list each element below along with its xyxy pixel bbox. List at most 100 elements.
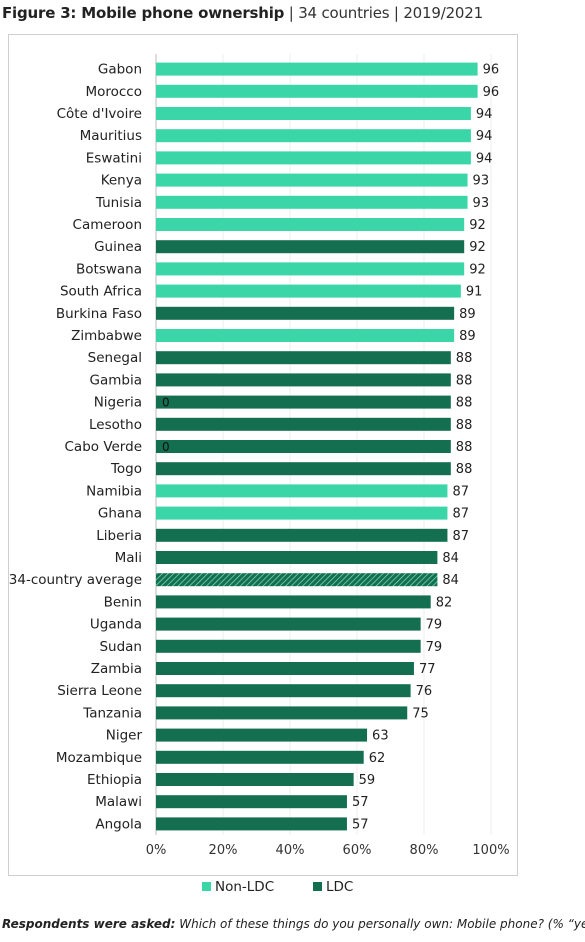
value-label: 89 [459, 307, 476, 322]
bar [156, 306, 455, 320]
category-label: Morocco [85, 84, 142, 100]
x-tick-label: 60% [343, 843, 372, 858]
value-label: 87 [452, 529, 469, 544]
bar [156, 440, 451, 453]
bar [156, 351, 451, 365]
footnote-label: Respondents were asked: [2, 917, 176, 931]
bar [156, 107, 471, 120]
value-label: 88 [456, 373, 473, 388]
category-label: Mozambique [56, 750, 142, 766]
value-label: 57 [352, 795, 369, 810]
bar [156, 573, 438, 587]
category-label: Botswana [76, 261, 142, 277]
value-label: 62 [369, 751, 386, 766]
value-label: 84 [442, 551, 459, 566]
value-label: 76 [416, 684, 433, 699]
bar [156, 284, 461, 298]
category-label: Ethiopia [87, 772, 142, 788]
category-label: Gambia [90, 372, 142, 388]
bar [156, 240, 465, 254]
bar [156, 151, 471, 165]
figure-title: Figure 3: Mobile phone ownership | 34 co… [2, 4, 483, 22]
bar [156, 462, 451, 476]
category-label: Mauritius [80, 128, 142, 144]
inner-label: 0 [162, 440, 170, 454]
category-label: Ghana [98, 506, 142, 522]
value-label: 88 [456, 440, 473, 455]
value-label: 88 [456, 462, 473, 477]
bar [156, 528, 448, 542]
footnote-text: Which of these things do you personally … [175, 917, 585, 931]
bar [156, 595, 431, 609]
value-label: 57 [352, 817, 369, 832]
category-label: Nigeria [94, 395, 142, 411]
category-label: Cameroon [73, 217, 142, 233]
figure-title-bold: Figure 3: Mobile phone ownership [2, 4, 285, 22]
bar [156, 506, 448, 520]
value-label: 92 [469, 240, 486, 255]
legend-swatch [313, 882, 322, 891]
value-label: 94 [476, 151, 493, 166]
bar [156, 195, 468, 209]
category-label: Senegal [88, 350, 142, 366]
x-tick-label: 20% [209, 843, 238, 858]
bar [156, 728, 368, 742]
inner-label: 0 [162, 396, 170, 410]
value-label: 94 [476, 107, 493, 122]
value-label: 92 [469, 218, 486, 233]
value-label: 82 [436, 595, 453, 610]
bar [156, 395, 451, 409]
value-label: 87 [452, 484, 469, 499]
bar [156, 329, 455, 342]
value-label: 63 [372, 729, 389, 744]
category-label: Lesotho [89, 417, 142, 433]
category-label: Togo [110, 461, 142, 477]
category-label: Niger [106, 728, 143, 744]
category-label: Tunisia [95, 195, 142, 211]
category-label: Uganda [90, 617, 142, 633]
value-label: 88 [456, 351, 473, 366]
bar [156, 706, 408, 720]
bar [156, 84, 478, 98]
value-label: 75 [412, 706, 429, 721]
value-label: 59 [359, 773, 376, 788]
x-tick-label: 0% [146, 843, 167, 858]
bar [156, 129, 471, 143]
category-label: Liberia [96, 528, 142, 544]
bar [156, 62, 478, 76]
category-label: Zambia [91, 661, 142, 677]
category-label: Angola [95, 816, 142, 832]
bar [156, 484, 448, 498]
x-tick-label: 40% [276, 843, 305, 858]
category-label: Cabo Verde [65, 439, 143, 455]
category-label: Eswatini [86, 150, 142, 166]
bar [156, 262, 465, 276]
bar [156, 662, 414, 675]
category-label: Zimbabwe [71, 328, 142, 344]
chart-frame [8, 34, 518, 876]
bar [156, 551, 438, 564]
bar [156, 173, 468, 187]
bar [156, 373, 451, 387]
category-label: Malawi [95, 794, 142, 810]
category-label: Burkina Faso [56, 306, 142, 322]
value-label: 94 [476, 129, 493, 144]
value-label: 87 [452, 507, 469, 522]
value-label: 93 [473, 196, 490, 211]
legend-label: LDC [326, 879, 353, 895]
category-label: Kenya [101, 173, 142, 189]
bar [156, 218, 465, 231]
bar [156, 795, 347, 809]
category-label: South Africa [60, 284, 142, 300]
value-label: 96 [483, 85, 500, 100]
value-label: 96 [483, 63, 500, 78]
category-label: Namibia [86, 483, 142, 499]
value-label: 77 [419, 662, 436, 677]
bar [156, 817, 347, 831]
legend-swatch [202, 882, 211, 891]
value-label: 92 [469, 262, 486, 277]
value-label: 89 [459, 329, 476, 344]
value-label: 79 [426, 618, 443, 633]
bar [156, 684, 411, 698]
